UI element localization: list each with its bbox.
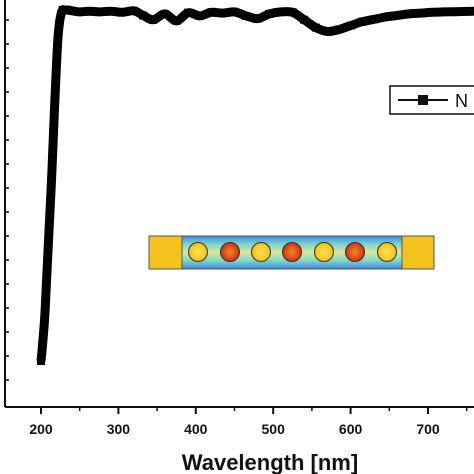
data-point	[85, 7, 93, 16]
inset-hole	[345, 242, 365, 262]
data-point	[139, 11, 148, 20]
data-point	[40, 310, 49, 319]
data-point	[335, 25, 343, 34]
legend-label: N	[455, 91, 468, 111]
data-point	[323, 27, 332, 36]
data-point	[54, 33, 62, 42]
data-point	[75, 7, 84, 16]
inset-hole	[251, 242, 271, 262]
series-layer	[36, 5, 474, 365]
data-point	[276, 7, 285, 16]
x-axis-ticks	[40, 407, 468, 414]
data-point	[207, 8, 216, 17]
inset-holes	[188, 242, 397, 262]
data-point	[43, 263, 52, 272]
data-point	[358, 17, 367, 26]
data-point	[369, 15, 378, 24]
data-point	[404, 9, 413, 18]
data-point	[49, 130, 58, 139]
data-point	[160, 9, 169, 18]
data-point	[95, 7, 104, 16]
x-tick-label-700: 700	[416, 421, 440, 437]
x-axis-tick-labels: 200 300 400 500 600 700	[29, 421, 440, 437]
data-point	[470, 7, 474, 16]
data-point	[265, 9, 274, 18]
data-point	[195, 11, 204, 20]
inset-right-block	[401, 235, 435, 270]
inset-hole	[220, 242, 240, 262]
y-axis-ticks	[5, 19, 9, 381]
data-point	[55, 17, 64, 26]
x-axis-title: Wavelength [nm]	[182, 450, 358, 474]
x-tick-label-500: 500	[262, 421, 286, 437]
data-point	[288, 8, 297, 17]
data-point	[218, 9, 227, 18]
data-point	[416, 9, 425, 18]
data-point	[50, 95, 59, 104]
data-point	[253, 14, 262, 23]
data-point	[455, 7, 463, 16]
x-tick-label-400: 400	[184, 421, 208, 437]
data-point	[439, 7, 448, 16]
inset-hole	[188, 242, 208, 262]
inset-hole	[314, 242, 334, 262]
data-point	[37, 357, 45, 365]
data-point	[393, 11, 401, 20]
data-point	[118, 8, 127, 17]
data-point	[52, 60, 61, 69]
data-point	[38, 341, 47, 350]
data-point	[300, 15, 309, 24]
data-point	[346, 21, 355, 30]
data-point	[311, 23, 320, 32]
data-point	[45, 216, 54, 225]
inset-left-block	[148, 235, 183, 270]
data-point	[129, 6, 138, 15]
data-point	[242, 11, 251, 20]
x-tick-label-300: 300	[107, 421, 131, 437]
plot-frame	[4, 0, 474, 408]
field-distribution-inset	[148, 235, 435, 270]
data-point	[47, 169, 56, 178]
legend: N	[389, 85, 474, 115]
legend-square-marker	[418, 95, 428, 105]
inset-hole	[282, 242, 302, 262]
data-point	[149, 15, 158, 24]
x-tick-label-600: 600	[339, 421, 363, 437]
data-point	[427, 8, 436, 17]
data-point	[106, 7, 115, 16]
x-tick-label-200: 200	[29, 421, 53, 437]
data-point	[184, 8, 193, 17]
data-point	[68, 6, 76, 15]
data-point	[230, 7, 239, 16]
data-point	[381, 13, 390, 21]
data-point	[172, 16, 181, 25]
series-line-0	[36, 5, 474, 362]
inset-hole	[377, 242, 397, 262]
